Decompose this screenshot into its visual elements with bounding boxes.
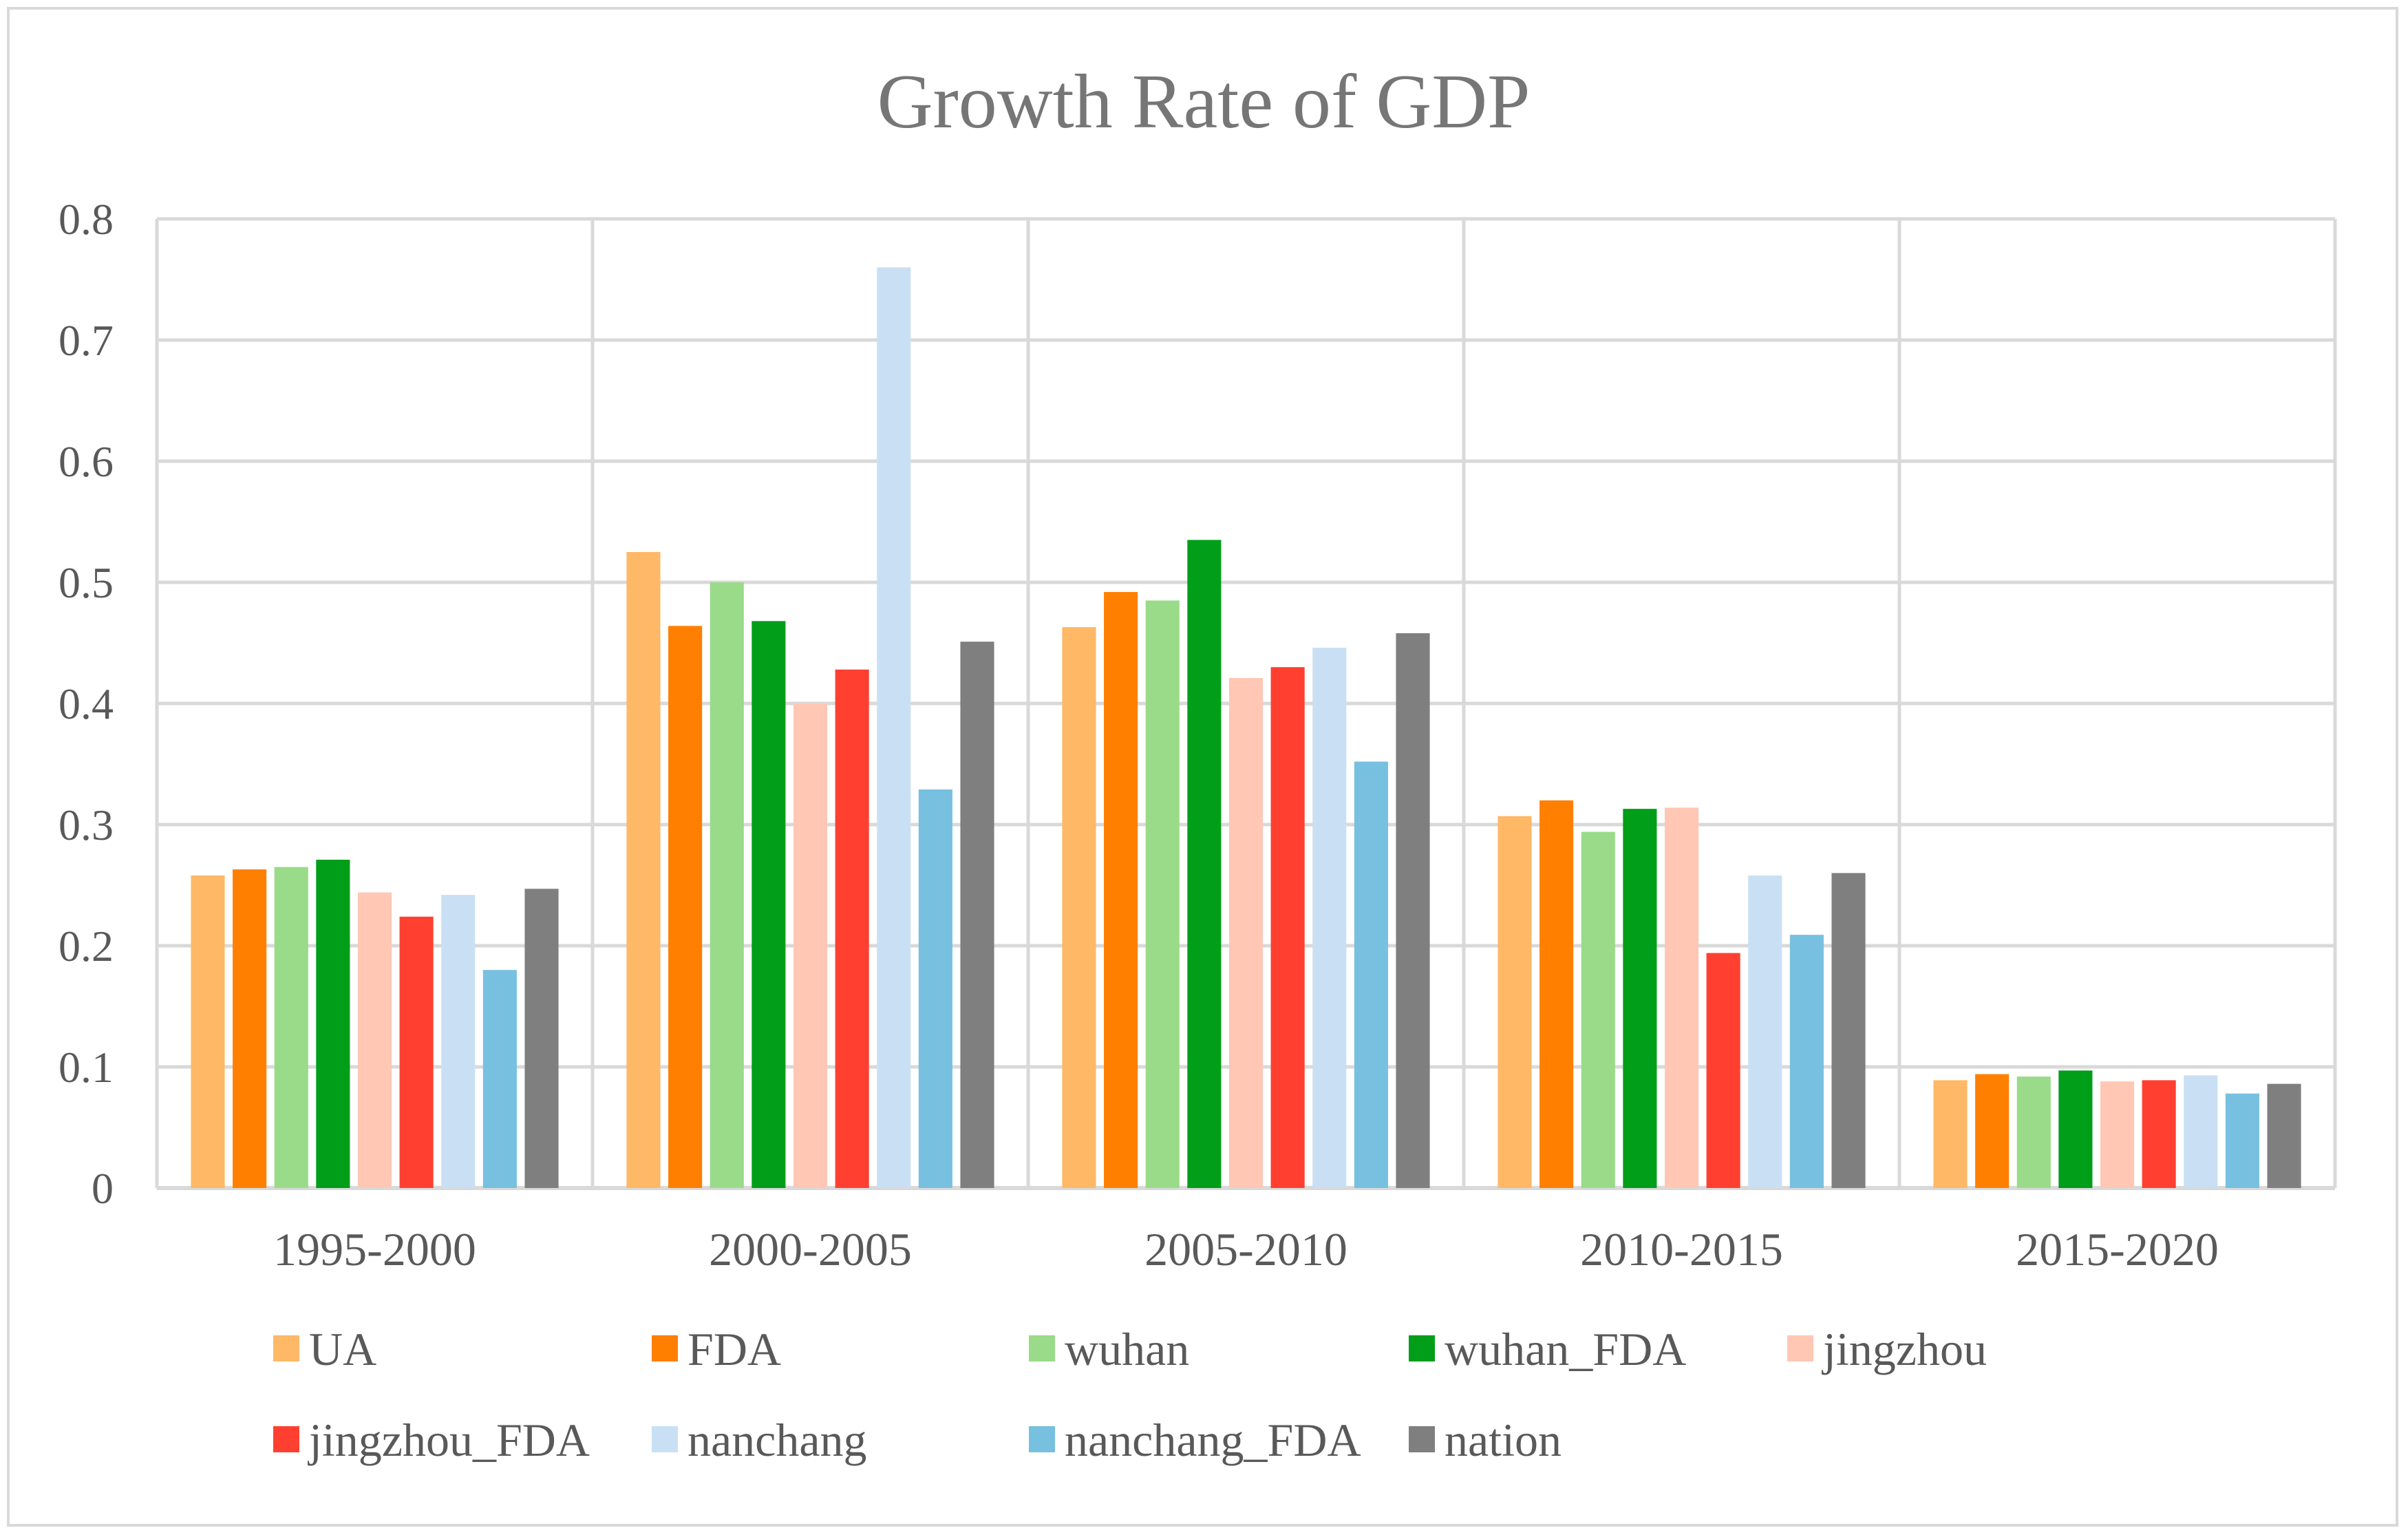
legend-swatch-jingzhou_FDA [273,1426,299,1452]
bar-jingzhou_FDA-1995-2000 [399,916,434,1188]
bar-UA-2000-2005 [626,552,661,1188]
bar-FDA-2015-2020 [1975,1074,2010,1188]
legend-swatch-UA [273,1335,299,1361]
bar-jingzhou-2015-2020 [2100,1081,2135,1188]
bar-jingzhou_FDA-2015-2020 [2142,1080,2176,1188]
chart-frame [7,7,2398,1527]
bar-wuhan_FDA-1995-2000 [316,860,350,1188]
y-tick-label: 0.6 [58,437,114,486]
legend-label-UA: UA [309,1323,376,1375]
bar-nanchang-1995-2000 [441,895,476,1188]
bar-nanchang-2005-2010 [1312,648,1347,1188]
legend-swatch-FDA [652,1335,678,1361]
bar-wuhan-2005-2010 [1145,600,1180,1188]
y-tick-label: 0.2 [58,922,114,971]
y-tick-label: 0 [92,1164,114,1213]
bar-wuhan_FDA-2000-2005 [752,621,786,1188]
bar-nation-1995-2000 [524,889,559,1188]
legend-label-FDA: FDA [688,1323,781,1375]
bar-wuhan_FDA-2010-2015 [1623,809,1657,1188]
y-tick-label: 0.3 [58,801,114,849]
bar-jingzhou-2005-2010 [1228,678,1264,1188]
y-tick-label: 0.1 [58,1043,114,1092]
bar-FDA-1995-2000 [233,869,267,1188]
legend-label-jingzhou: jingzhou [1822,1323,1987,1375]
bar-nation-2010-2015 [1831,873,1866,1188]
x-tick-label: 2015-2020 [2016,1223,2219,1275]
bar-jingzhou_FDA-2005-2010 [1270,667,1305,1188]
bar-wuhan-2015-2020 [2016,1077,2051,1188]
y-tick-label: 0.4 [58,679,114,728]
legend-label-nanchang_FDA: nanchang_FDA [1065,1414,1361,1466]
bar-UA-2010-2015 [1498,816,1532,1188]
bar-nation-2005-2010 [1396,633,1430,1188]
y-tick-label: 0.7 [58,316,114,365]
gridlines [155,217,2337,1190]
x-tick-label: 2010-2015 [1580,1223,1783,1275]
bars [191,267,2301,1188]
bar-nanchang_FDA-2005-2010 [1354,761,1388,1188]
y-tick-label: 0.5 [58,558,114,607]
bar-wuhan_FDA-2005-2010 [1187,540,1222,1188]
bar-FDA-2010-2015 [1539,800,1574,1188]
legend-swatch-wuhan_FDA [1409,1335,1435,1361]
x-tick-label: 2000-2005 [709,1223,912,1275]
bar-nation-2015-2020 [2267,1083,2301,1188]
bar-nanchang_FDA-2000-2005 [918,789,952,1188]
legend-swatch-jingzhou [1787,1335,1813,1361]
legend-label-wuhan_FDA: wuhan_FDA [1445,1323,1686,1375]
bar-nanchang_FDA-2010-2015 [1789,935,1824,1188]
bar-wuhan-2010-2015 [1581,831,1615,1188]
legend-label-nanchang: nanchang [688,1414,867,1466]
y-axis-ticks: 0 0.1 0.2 0.3 0.4 0.5 0.6 0.7 0.8 [58,195,114,1213]
x-tick-label: 2005-2010 [1144,1223,1347,1275]
bar-nanchang-2000-2005 [877,267,911,1188]
legend-label-nation: nation [1445,1414,1562,1466]
bar-jingzhou_FDA-2010-2015 [1706,953,1740,1188]
bar-wuhan-2000-2005 [710,582,744,1188]
legend-swatch-nation [1409,1426,1435,1452]
bar-nanchang_FDA-2015-2020 [2225,1093,2259,1188]
legend-label-wuhan: wuhan [1065,1323,1189,1375]
legend-swatch-wuhan [1029,1335,1055,1361]
bar-nanchang_FDA-1995-2000 [482,970,517,1188]
bar-jingzhou-1995-2000 [357,892,392,1188]
bar-UA-2015-2020 [1933,1080,1968,1188]
bar-FDA-2005-2010 [1104,592,1138,1188]
y-tick-label: 0.8 [58,195,114,244]
bar-UA-2005-2010 [1062,627,1096,1188]
bar-jingzhou-2010-2015 [1664,807,1699,1188]
x-axis-ticks: 1995-2000 2000-2005 2005-2010 2010-2015 2015… [273,1223,2219,1275]
legend-label-jingzhou_FDA: jingzhou_FDA [308,1414,590,1466]
legend: UA FDA wuhan wuhan_FDA jingzhou jingzhou_FDA n… [273,1323,1987,1466]
legend-swatch-nanchang_FDA [1029,1426,1055,1452]
bar-UA-1995-2000 [191,875,225,1188]
bar-jingzhou_FDA-2000-2005 [835,669,869,1188]
chart-title: Growth Rate of GDP [877,59,1531,145]
legend-swatch-nanchang [652,1426,678,1452]
x-tick-label: 1995-2000 [273,1223,476,1275]
bar-jingzhou-2000-2005 [793,703,828,1188]
bar-wuhan-1995-2000 [274,867,308,1188]
bar-FDA-2000-2005 [668,626,703,1188]
bar-nation-2000-2005 [960,642,994,1188]
bar-nanchang-2015-2020 [2184,1075,2218,1188]
bar-wuhan_FDA-2015-2020 [2058,1070,2093,1188]
bar-nanchang-2010-2015 [1748,875,1782,1188]
